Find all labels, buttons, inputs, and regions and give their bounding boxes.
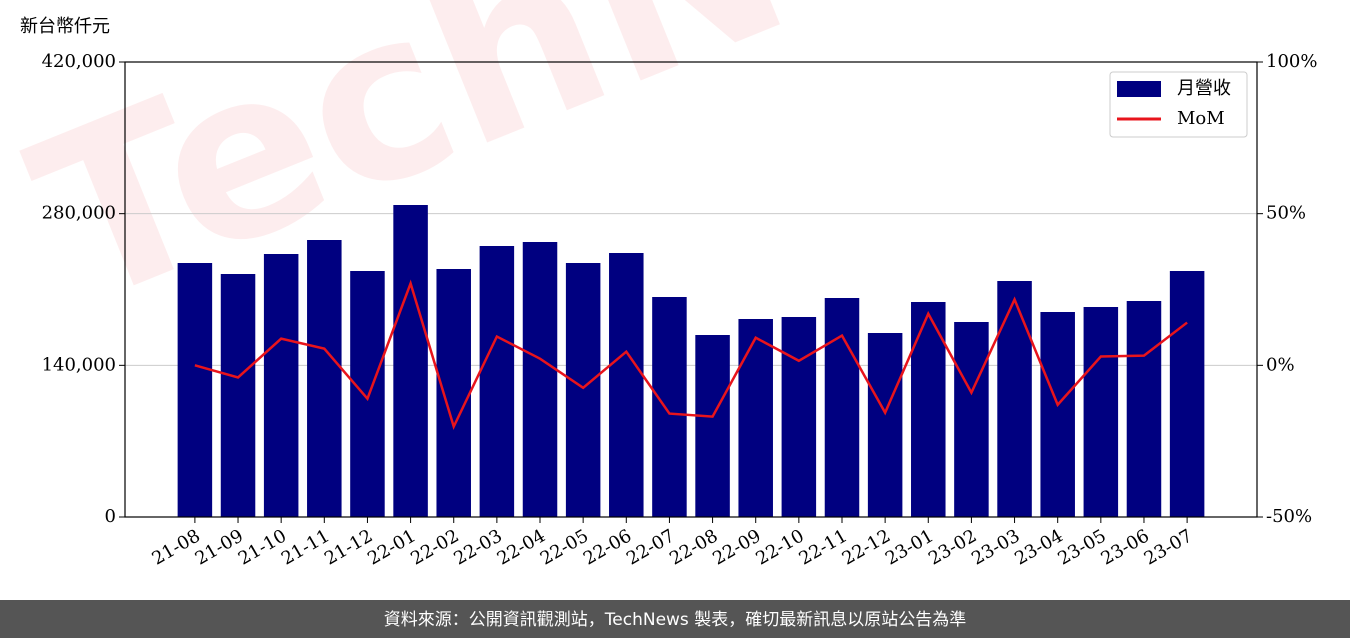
bar xyxy=(1169,270,1205,517)
x-tick-label: 21-10 xyxy=(235,525,290,569)
y2-tick-label: -50% xyxy=(1266,506,1312,527)
x-tick-label: 23-06 xyxy=(1098,525,1153,569)
line xyxy=(194,279,1188,431)
x-tick-label: 23-07 xyxy=(1141,525,1196,569)
x-tick-label: 21-12 xyxy=(321,525,376,569)
legend-label: MoM xyxy=(1177,108,1225,129)
bar xyxy=(177,262,213,517)
bar xyxy=(954,322,989,517)
bar xyxy=(1040,311,1075,517)
x-tick-label: 22-04 xyxy=(494,525,549,569)
legend-swatch xyxy=(1117,81,1161,97)
bar xyxy=(738,319,773,517)
x-tick-label: 22-09 xyxy=(709,525,764,569)
x-tick-label: 22-05 xyxy=(537,525,592,569)
x-tick-label: 22-11 xyxy=(796,525,851,569)
x-tick-label: 22-10 xyxy=(752,525,807,569)
x-tick-label: 22-01 xyxy=(364,525,419,569)
legend-label: 月營收 xyxy=(1177,78,1231,99)
bar xyxy=(307,240,342,517)
x-tick-label: 21-09 xyxy=(192,525,247,569)
bar xyxy=(609,253,644,517)
x-tick-label: 21-08 xyxy=(148,525,203,569)
footer: 資料來源：公開資訊觀測站，TechNews 製表，確切最新訊息以原站公告為準 xyxy=(384,610,966,630)
footer-bar xyxy=(0,600,1350,638)
y2-tick-label: 0% xyxy=(1266,354,1295,375)
y2-tick-label: 50% xyxy=(1266,203,1306,224)
y-axis-label: 新台幣仟元 xyxy=(20,16,110,37)
bar xyxy=(436,269,471,517)
bar xyxy=(393,205,428,517)
bar xyxy=(350,270,385,517)
x-tick-label: 21-11 xyxy=(278,525,333,569)
bar xyxy=(781,317,817,517)
x-tick-label: 22-03 xyxy=(450,525,505,569)
bar xyxy=(565,262,601,517)
x-tick-label: 22-07 xyxy=(623,525,678,569)
bar xyxy=(867,333,903,517)
bar xyxy=(522,242,558,517)
x-tick-label: 23-02 xyxy=(925,525,980,569)
bar xyxy=(263,254,299,517)
y-tick-label: 420,000 xyxy=(42,51,116,72)
x-tick-label: 22-12 xyxy=(839,525,894,569)
x-tick-label: 22-08 xyxy=(666,525,721,569)
bar xyxy=(695,335,730,517)
plot-frame xyxy=(124,61,1258,518)
y2-tick-label: 100% xyxy=(1266,51,1317,72)
x-tick-label: 22-06 xyxy=(580,525,635,569)
x-tick-label: 23-01 xyxy=(882,525,937,569)
bar xyxy=(479,245,515,518)
bar xyxy=(1126,300,1162,517)
y-tick-label: 0 xyxy=(105,506,116,527)
x-tick-label: 23-03 xyxy=(968,525,1023,569)
x-tick-label: 23-05 xyxy=(1054,525,1109,569)
bar xyxy=(997,281,1032,517)
bar xyxy=(220,273,256,517)
x-tick-label: 23-04 xyxy=(1011,525,1066,569)
y-tick-label: 280,000 xyxy=(42,203,116,224)
y-tick-label: 140,000 xyxy=(42,354,116,375)
bar xyxy=(1083,307,1119,517)
bar xyxy=(652,296,687,517)
x-tick-label: 22-02 xyxy=(407,525,462,569)
bar xyxy=(824,297,860,517)
